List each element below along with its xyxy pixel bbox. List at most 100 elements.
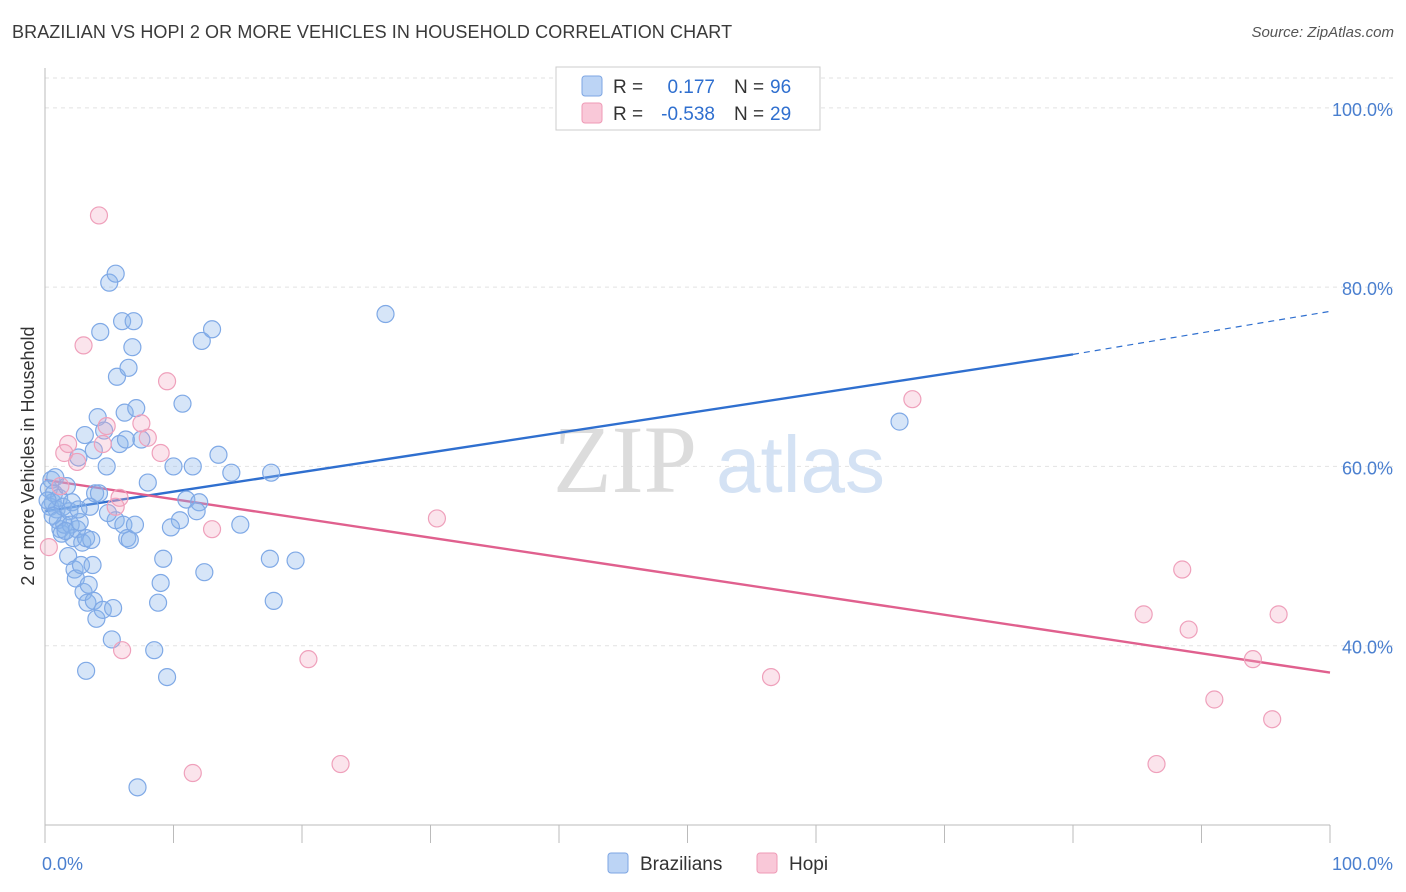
brazilians-point xyxy=(286,551,305,570)
brazilians-point xyxy=(164,457,183,476)
axes xyxy=(44,68,1331,843)
brazilians-point xyxy=(57,477,76,496)
legend-r-label-brazilians: R = xyxy=(613,77,643,98)
hopi-trend-line xyxy=(44,478,1331,674)
hopi-point xyxy=(761,667,781,687)
y-axis-title: 2 or more Vehicles in Household xyxy=(18,326,38,585)
legend-r-value-brazilians: 0.177 xyxy=(667,77,715,98)
brazilians-point xyxy=(115,403,134,422)
brazilians-trend-line xyxy=(44,353,1074,513)
brazilians-point xyxy=(161,518,181,537)
bottom-legend-label-hopi: Hopi xyxy=(789,854,828,875)
brazilians-trend-extension xyxy=(1072,310,1331,355)
hopi-point xyxy=(74,336,93,355)
brazilians-point xyxy=(260,549,279,568)
hopi-point xyxy=(157,372,177,391)
legend-n-label-brazilians: N = xyxy=(734,77,764,98)
brazilians-point xyxy=(128,778,147,797)
hopi-point xyxy=(1243,650,1263,669)
brazilians-point xyxy=(75,425,94,445)
y-tick-label: 100.0% xyxy=(1332,100,1393,120)
brazilians-point xyxy=(38,491,57,510)
brazilians-point xyxy=(890,412,909,431)
hopi-point xyxy=(138,428,157,447)
brazilians-point xyxy=(151,573,170,593)
brazilians-point xyxy=(173,394,192,413)
hopi-trend xyxy=(44,478,1331,674)
legend-swatch-hopi xyxy=(581,102,603,124)
hopi-point xyxy=(299,650,318,669)
brazilians-point xyxy=(84,441,103,460)
hopi-point xyxy=(93,434,112,454)
brazilians-point xyxy=(118,529,137,548)
brazilians-point xyxy=(123,338,142,357)
brazilians-point xyxy=(83,555,102,575)
brazilians-point xyxy=(209,445,228,464)
brazilians-point xyxy=(116,430,136,449)
bottom-legend-swatch-hopi xyxy=(756,852,778,874)
x-tick-label-max: 100.0% xyxy=(1332,854,1393,874)
brazilians-point xyxy=(195,563,214,582)
bottom-legend-label-brazilians: Brazilians xyxy=(640,854,722,875)
hopi-point xyxy=(427,509,447,528)
hopi-point xyxy=(89,206,109,225)
hopi-point xyxy=(55,443,74,463)
brazilians-point xyxy=(64,529,83,548)
brazilians-point xyxy=(100,273,119,292)
brazilians-point xyxy=(91,322,110,342)
brazilians-point xyxy=(376,304,395,324)
brazilians-point xyxy=(77,661,96,680)
brazilians-point xyxy=(104,598,123,618)
legend-swatch-brazilians xyxy=(581,75,603,97)
brazilians-point xyxy=(127,399,146,418)
brazilians-trend xyxy=(44,310,1331,513)
watermark: ZIP atlas xyxy=(553,406,885,513)
watermark-atlas: atlas xyxy=(716,420,885,509)
legend-n-value-brazilians: 96 xyxy=(770,77,791,98)
legend-r-value-hopi: -0.538 xyxy=(661,104,715,125)
brazilians-point xyxy=(87,609,106,628)
bottom-legend-swatch-brazilians xyxy=(607,852,629,874)
hopi-point xyxy=(1263,710,1282,729)
x-tick-label-min: 0.0% xyxy=(42,854,83,874)
brazilians-point xyxy=(183,457,202,476)
brazilians-point xyxy=(80,497,100,516)
brazilians-point xyxy=(62,493,82,512)
hopi-point xyxy=(1134,605,1153,624)
hopi-point xyxy=(110,488,129,507)
y-tick-label: 40.0% xyxy=(1342,638,1393,658)
brazilians-point xyxy=(119,358,138,377)
legend-r-label-hopi: R = xyxy=(613,104,643,125)
hopi-point xyxy=(39,538,58,557)
brazilians-point xyxy=(86,484,105,503)
legend-n-label-hopi: N = xyxy=(734,104,764,125)
brazilians-point xyxy=(192,331,211,351)
hopi-point xyxy=(1173,560,1192,579)
brazilians-point xyxy=(145,641,164,660)
brazilians-point xyxy=(148,593,168,612)
hopi-point xyxy=(1147,754,1166,774)
hopi-point xyxy=(331,754,350,774)
brazilians-point xyxy=(132,430,151,449)
brazilians-point xyxy=(89,484,109,503)
hopi-point xyxy=(903,390,922,409)
grid-lines xyxy=(45,77,1395,647)
y-tick-label: 60.0% xyxy=(1342,458,1393,478)
y-tick-label: 80.0% xyxy=(1342,279,1393,299)
brazilians-point xyxy=(138,473,157,492)
brazilians-point xyxy=(157,667,177,687)
brazilians-point xyxy=(124,312,143,331)
brazilians-point xyxy=(78,593,97,612)
brazilians-point xyxy=(231,515,250,534)
hopi-point xyxy=(183,763,202,783)
chart-title: BRAZILIAN VS HOPI 2 OR MORE VEHICLES IN … xyxy=(12,22,733,42)
source-label: Source: ZipAtlas.com xyxy=(1251,24,1394,41)
legend-n-value-hopi: 29 xyxy=(770,104,791,125)
y-tick-labels: 40.0% 60.0% 80.0% 100.0% xyxy=(1332,100,1393,658)
hopi-point xyxy=(1179,620,1198,639)
brazilians-point xyxy=(120,530,139,550)
hopi-point xyxy=(97,416,116,436)
brazilians-point xyxy=(79,575,98,594)
brazilians-point xyxy=(154,549,173,568)
